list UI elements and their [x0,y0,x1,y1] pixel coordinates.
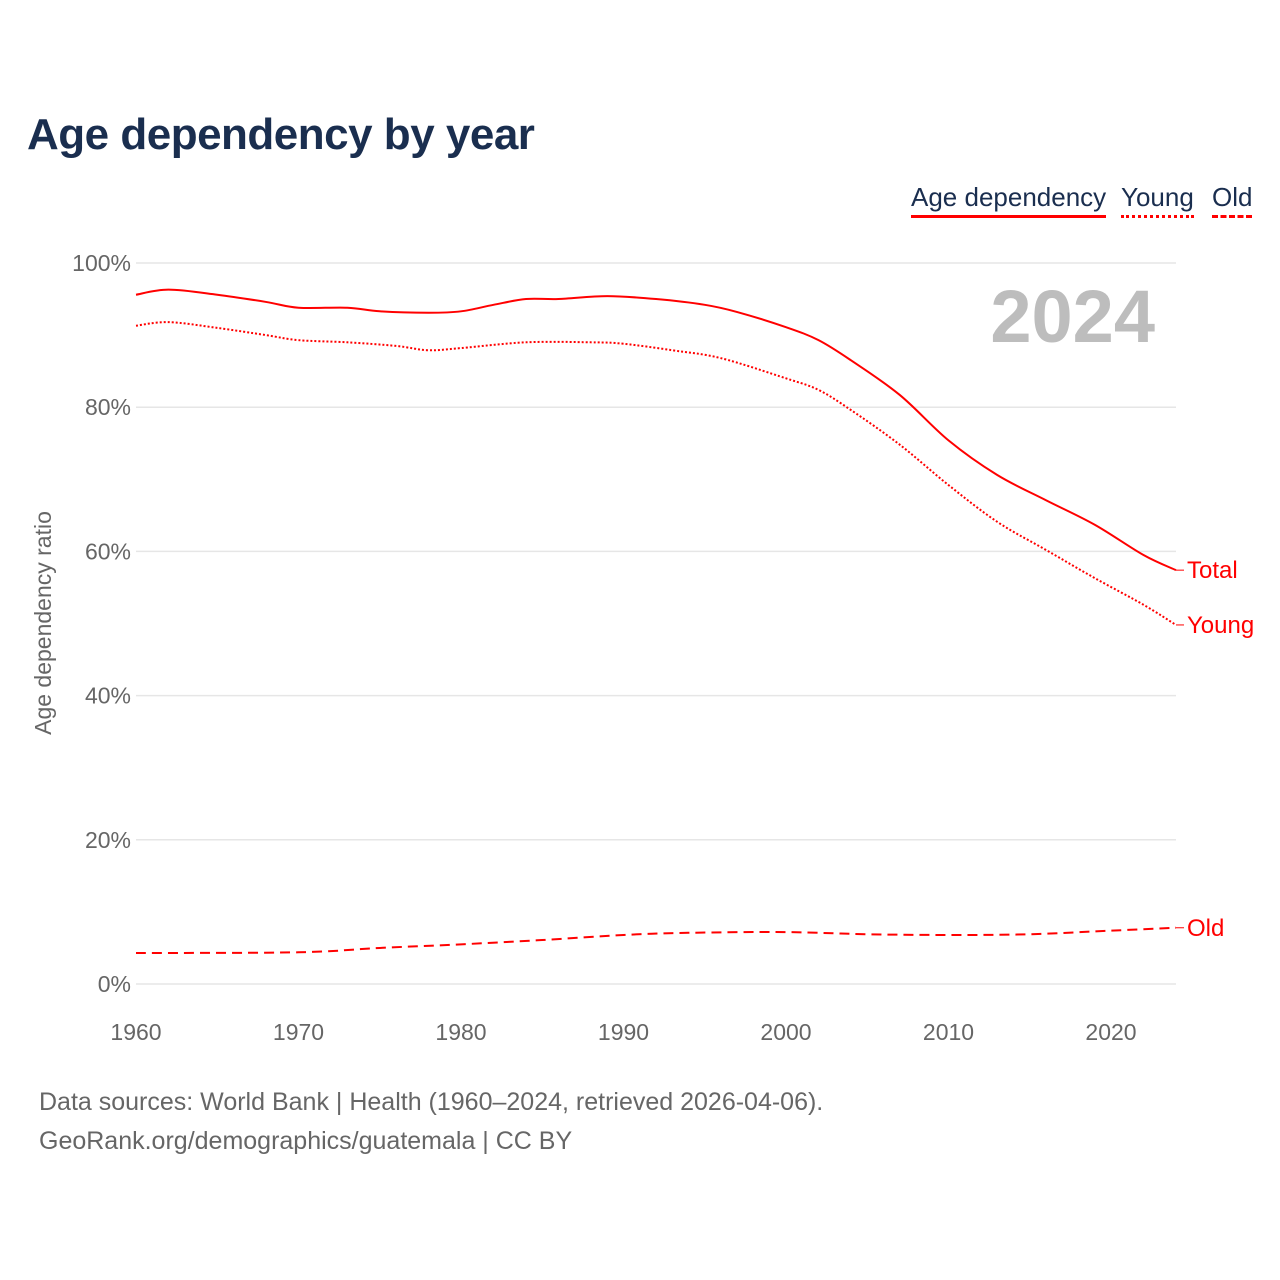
x-tick-label: 1980 [435,1019,486,1045]
y-tick-label: 60% [85,538,131,564]
series-label-young: Young [1187,612,1254,639]
x-tick-label: 2000 [760,1019,811,1045]
series-label-total: Total [1187,557,1238,584]
legend-young[interactable]: Young [1121,182,1194,218]
legend-total[interactable]: Age dependency [911,182,1107,218]
y-tick-label: 20% [85,827,131,853]
x-tick-label: 2020 [1085,1019,1136,1045]
year-label: 2024 [990,275,1155,358]
x-tick-label: 2010 [923,1019,974,1045]
series-label-old: Old [1187,915,1224,942]
footer-link[interactable]: GeoRank.org/demographics/guatemala | CC … [39,1127,573,1155]
legend-old[interactable]: Old [1212,182,1253,218]
series-line-young [135,321,1177,626]
footer-sources: Data sources: World Bank | Health (1960–… [39,1088,824,1116]
chart-title: Age dependency by year [27,110,535,159]
y-axis-label: Age dependency ratio [30,511,56,735]
y-tick-label: 80% [85,394,131,420]
y-tick-label: 40% [85,683,131,709]
series-line-old [135,926,1177,954]
x-tick-label: 1970 [273,1019,324,1045]
x-tick-label: 1990 [598,1019,649,1045]
x-tick-label: 1960 [110,1019,161,1045]
series-line-total [135,288,1177,572]
y-tick-label: 0% [98,971,131,997]
y-tick-label: 100% [72,250,131,276]
